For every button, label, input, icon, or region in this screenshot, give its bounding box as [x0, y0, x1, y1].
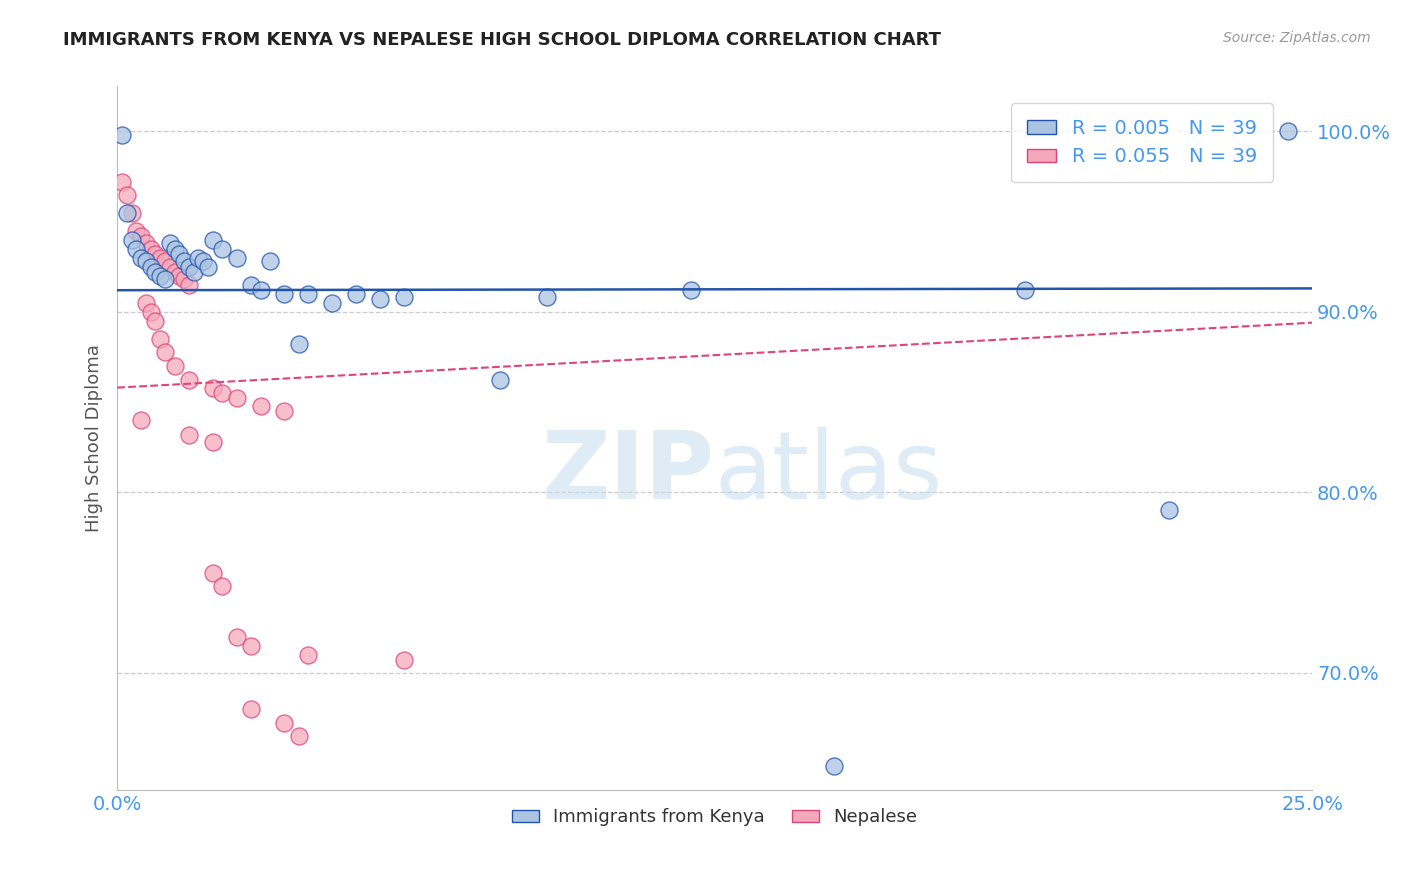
Point	[153, 254, 176, 268]
Point	[240, 277, 263, 292]
Point	[139, 260, 162, 274]
Point	[139, 242, 162, 256]
Point	[273, 286, 295, 301]
Point	[129, 229, 152, 244]
Point	[177, 260, 200, 274]
Point	[163, 242, 186, 256]
Point	[297, 286, 319, 301]
Point	[177, 373, 200, 387]
Point	[149, 251, 172, 265]
Point	[149, 268, 172, 283]
Point	[201, 381, 224, 395]
Point	[240, 702, 263, 716]
Point	[111, 128, 134, 142]
Point	[177, 427, 200, 442]
Point	[201, 233, 224, 247]
Point	[145, 265, 167, 279]
Point	[259, 254, 281, 268]
Point	[173, 272, 195, 286]
Text: ZIP: ZIP	[541, 427, 714, 519]
Point	[197, 260, 219, 274]
Point	[111, 175, 134, 189]
Point	[392, 290, 415, 304]
Point	[297, 648, 319, 662]
Y-axis label: High School Diploma: High School Diploma	[86, 344, 103, 532]
Point	[211, 579, 233, 593]
Point	[121, 205, 143, 219]
Point	[173, 254, 195, 268]
Point	[121, 233, 143, 247]
Point	[392, 653, 415, 667]
Point	[169, 268, 191, 283]
Point	[225, 630, 247, 644]
Point	[145, 247, 167, 261]
Point	[211, 386, 233, 401]
Point	[159, 260, 181, 274]
Point	[679, 283, 702, 297]
Point	[153, 344, 176, 359]
Point	[169, 247, 191, 261]
Point	[211, 242, 233, 256]
Point	[488, 373, 510, 387]
Point	[187, 251, 209, 265]
Point	[273, 716, 295, 731]
Point	[129, 413, 152, 427]
Point	[115, 187, 138, 202]
Point	[135, 296, 157, 310]
Point	[536, 290, 558, 304]
Point	[163, 265, 186, 279]
Point	[139, 305, 162, 319]
Point	[193, 254, 215, 268]
Legend: Immigrants from Kenya, Nepalese: Immigrants from Kenya, Nepalese	[505, 801, 925, 834]
Point	[240, 639, 263, 653]
Point	[201, 434, 224, 449]
Point	[368, 292, 391, 306]
Text: Source: ZipAtlas.com: Source: ZipAtlas.com	[1223, 31, 1371, 45]
Point	[135, 254, 157, 268]
Point	[249, 283, 271, 297]
Point	[125, 224, 148, 238]
Point	[145, 314, 167, 328]
Point	[135, 236, 157, 251]
Point	[129, 251, 152, 265]
Point	[159, 236, 181, 251]
Point	[177, 277, 200, 292]
Point	[225, 392, 247, 406]
Point	[225, 251, 247, 265]
Point	[115, 205, 138, 219]
Point	[183, 265, 205, 279]
Point	[288, 337, 311, 351]
Point	[288, 729, 311, 743]
Point	[149, 332, 172, 346]
Point	[249, 399, 271, 413]
Point	[321, 296, 343, 310]
Text: IMMIGRANTS FROM KENYA VS NEPALESE HIGH SCHOOL DIPLOMA CORRELATION CHART: IMMIGRANTS FROM KENYA VS NEPALESE HIGH S…	[63, 31, 941, 49]
Point	[201, 566, 224, 581]
Point	[823, 759, 845, 773]
Point	[125, 242, 148, 256]
Point	[153, 272, 176, 286]
Point	[1014, 283, 1036, 297]
Point	[344, 286, 367, 301]
Point	[1157, 503, 1180, 517]
Point	[273, 404, 295, 418]
Point	[163, 359, 186, 373]
Text: atlas: atlas	[714, 427, 943, 519]
Point	[1277, 124, 1299, 138]
